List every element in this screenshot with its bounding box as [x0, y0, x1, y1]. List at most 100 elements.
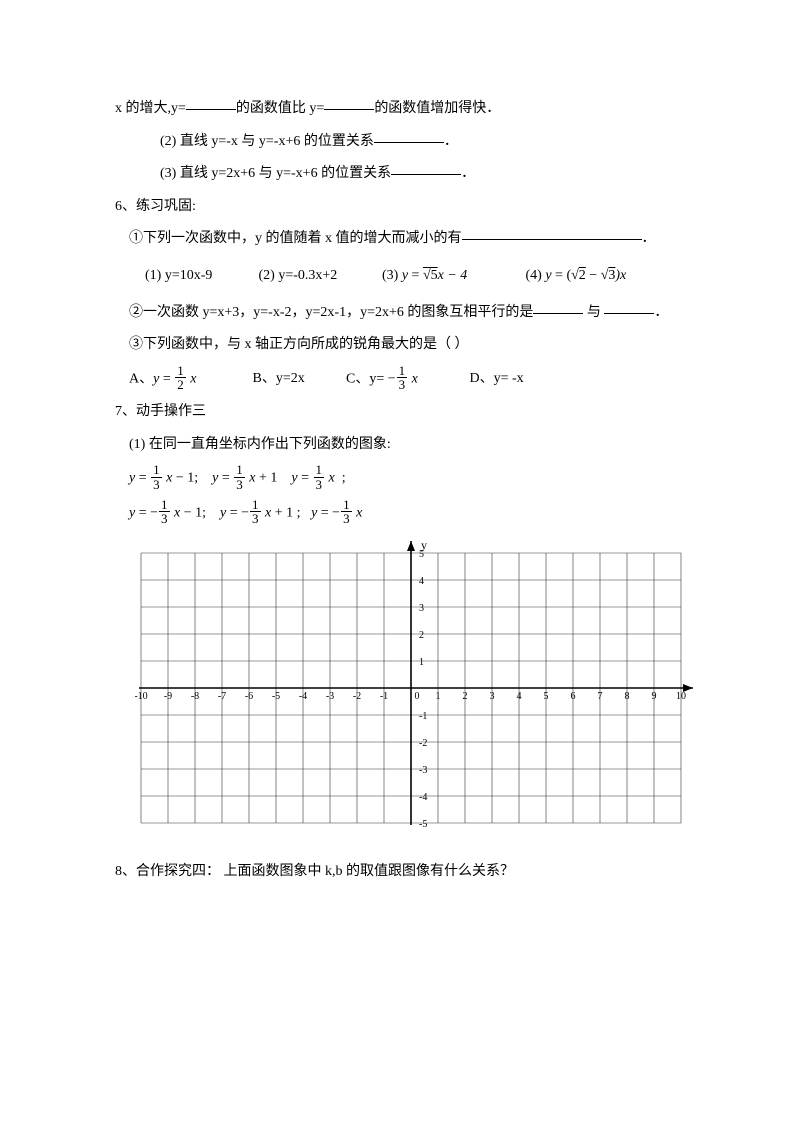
svg-text:-7: -7: [218, 691, 226, 702]
q1-opt-4: (4) y = (√2 − √3)x: [526, 263, 627, 290]
text: ②一次函数 y=x+3，y=-x-2，y=2x-1，y=2x+6 的图象互相平行…: [129, 305, 533, 320]
svg-text:-5: -5: [272, 691, 280, 702]
coordinate-grid-chart: y-10-9-8-7-6-5-4-3-2-101234567891012345-…: [135, 535, 678, 842]
svg-text:10: 10: [676, 691, 686, 702]
text: (3): [382, 268, 402, 283]
math-eq: =: [408, 268, 423, 283]
blank: [533, 299, 583, 314]
text: (1) 在同一直角坐标内作出下列函数的图象:: [129, 437, 391, 452]
blank: [604, 299, 654, 314]
text: ①下列一次函数中，y 的值随着 x 值的增大而减小的有: [129, 231, 462, 246]
text: x 的增大,y=: [115, 101, 186, 116]
text: ③下列函数中，与 x 轴正方向所成的锐角最大的是（ ）: [129, 337, 469, 352]
svg-text:-2: -2: [353, 691, 361, 702]
grid-svg: y-10-9-8-7-6-5-4-3-2-101234567891012345-…: [135, 535, 701, 831]
blank: [186, 95, 236, 110]
q3-options: A、y = 12 x B、y=2x C、y= −13 x D、y= -x: [115, 365, 678, 393]
fraction-icon: 12: [175, 364, 186, 392]
svg-text:8: 8: [625, 691, 630, 702]
q3-opt-d: D、y= -x: [470, 366, 524, 393]
svg-text:-2: -2: [419, 738, 427, 749]
text: (2) 直线 y=-x 与 y=-x+6 的位置关系: [160, 134, 374, 149]
fraction-icon: 13: [341, 498, 352, 526]
svg-text:-1: -1: [380, 691, 388, 702]
math-mid: −: [586, 268, 601, 283]
svg-text:2: 2: [463, 691, 468, 702]
svg-text:1: 1: [419, 657, 424, 668]
svg-text:5: 5: [419, 549, 424, 560]
text: ．: [444, 134, 458, 149]
q1-opt-1: (1) y=10x-9: [145, 263, 255, 290]
text: ．: [461, 166, 475, 181]
svg-text:-3: -3: [419, 765, 427, 776]
equations-row-2: y = −13 x − 1; y = −13 x + 1 ; y = −13 x: [115, 499, 678, 527]
svg-text:0: 0: [415, 691, 420, 702]
math-rest: x − 4: [438, 268, 468, 283]
fraction-icon: 13: [159, 498, 170, 526]
q1-opt-3: (3) y = √5x − 4: [382, 263, 522, 290]
text: 的函数值比 y=: [236, 101, 324, 116]
text: 7、动手操作三: [115, 404, 206, 419]
q3-opt-c: C、y= −13 x: [346, 365, 466, 393]
fraction-icon: 13: [397, 364, 408, 392]
q3-stem: ③下列函数中，与 x 轴正方向所成的锐角最大的是（ ）: [115, 332, 678, 359]
fragment-line-1: x 的增大,y= 的函数值比 y= 的函数值增加得快．: [115, 96, 678, 123]
text: 6、练习巩固:: [115, 199, 196, 214]
text: 8、合作探究四： 上面函数图象中 k,b 的取值跟图像有什么关系？: [115, 864, 514, 879]
svg-text:-10: -10: [135, 691, 148, 702]
svg-text:9: 9: [652, 691, 657, 702]
svg-text:6: 6: [571, 691, 576, 702]
section-7-sub: (1) 在同一直角坐标内作出下列函数的图象:: [115, 432, 678, 459]
text: ．: [642, 231, 656, 246]
svg-text:3: 3: [419, 603, 424, 614]
section-6-title: 6、练习巩固:: [115, 194, 678, 221]
math-eq: = (: [552, 268, 572, 283]
q1-options: (1) y=10x-9 (2) y=-0.3x+2 (3) y = √5x − …: [115, 263, 678, 290]
svg-text:-3: -3: [326, 691, 334, 702]
svg-text:-9: -9: [164, 691, 172, 702]
fragment-line-3: (3) 直线 y=2x+6 与 y=-x+6 的位置关系 ．: [115, 161, 678, 188]
svg-text:-4: -4: [299, 691, 307, 702]
fraction-icon: 13: [314, 463, 325, 491]
section-7-title: 7、动手操作三: [115, 399, 678, 426]
svg-text:2: 2: [419, 630, 424, 641]
document-page: x 的增大,y= 的函数值比 y= 的函数值增加得快． (2) 直线 y=-x 与 …: [0, 0, 793, 1122]
math-end: )x: [615, 268, 626, 283]
svg-text:-4: -4: [419, 792, 427, 803]
math-sqrt2: √2: [571, 268, 586, 283]
svg-text:4: 4: [517, 691, 522, 702]
math-sqrt: √5: [423, 268, 438, 283]
math-sqrt3: √3: [601, 268, 616, 283]
text: 与: [583, 305, 604, 320]
section-8-title: 8、合作探究四： 上面函数图象中 k,b 的取值跟图像有什么关系？: [115, 859, 678, 886]
blank: [324, 95, 374, 110]
q1-opt-2: (2) y=-0.3x+2: [259, 263, 379, 290]
svg-text:5: 5: [544, 691, 549, 702]
q1-stem: ①下列一次函数中，y 的值随着 x 值的增大而减小的有 ．: [115, 226, 678, 253]
text: A、: [129, 371, 153, 386]
q2-stem: ②一次函数 y=x+3，y=-x-2，y=2x-1，y=2x+6 的图象互相平行…: [115, 300, 678, 327]
text: (4): [526, 268, 546, 283]
svg-text:-1: -1: [419, 711, 427, 722]
q3-opt-b: B、y=2x: [253, 366, 343, 393]
svg-text:1: 1: [436, 691, 441, 702]
text: (3) 直线 y=2x+6 与 y=-x+6 的位置关系: [160, 166, 391, 181]
text: 的函数值增加得快．: [374, 101, 500, 116]
text: C、y=: [346, 371, 388, 386]
q3-opt-a: A、y = 12 x: [129, 365, 249, 393]
svg-text:7: 7: [598, 691, 603, 702]
text: ．: [654, 305, 668, 320]
fragment-line-2: (2) 直线 y=-x 与 y=-x+6 的位置关系 ．: [115, 129, 678, 156]
blank: [462, 225, 642, 240]
fraction-icon: 13: [250, 498, 261, 526]
equations-row-1: y = 13 x − 1; y = 13 x + 1 y = 13 x ;: [115, 464, 678, 492]
svg-text:-5: -5: [419, 819, 427, 830]
svg-text:-8: -8: [191, 691, 199, 702]
blank: [374, 128, 444, 143]
blank: [391, 160, 461, 175]
svg-text:3: 3: [490, 691, 495, 702]
fraction-icon: 13: [151, 463, 162, 491]
svg-text:-6: -6: [245, 691, 253, 702]
fraction-icon: 13: [234, 463, 245, 491]
svg-text:4: 4: [419, 576, 424, 587]
